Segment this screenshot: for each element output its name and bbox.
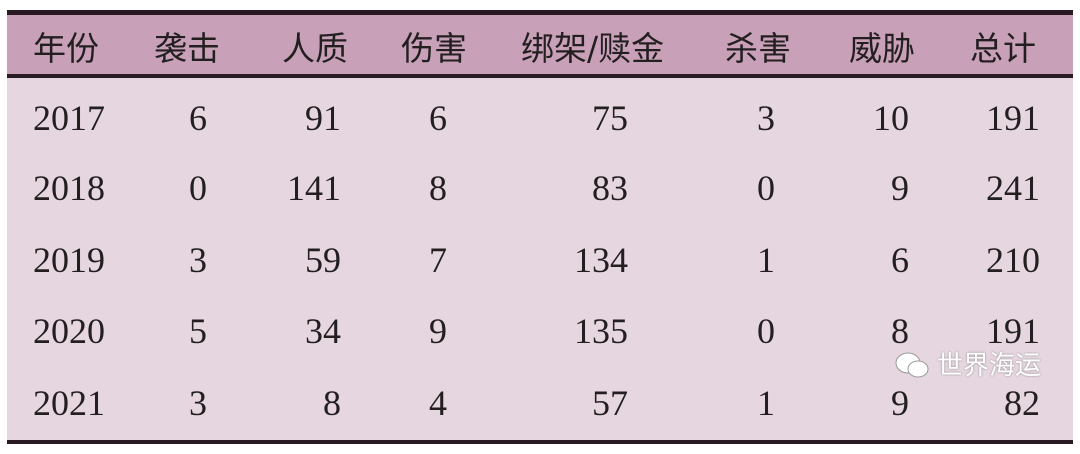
table-cell: 0 [757,168,775,208]
header-total: 总计 [970,29,1036,68]
table-cell: 3 [757,98,775,138]
table-cell: 4 [429,383,447,423]
table-cell: 8 [891,311,909,351]
table-cell: 9 [891,383,909,423]
table-row: 2019 3 59 7 134 1 6 210 [7,240,1073,280]
table-cell: 2021 [33,383,105,423]
table-cell: 5 [189,311,207,351]
header-threat: 威胁 [849,29,915,68]
table-cell: 6 [891,240,909,280]
table-cell: 135 [574,311,628,351]
header-hostage: 人质 [282,29,348,68]
watermark-text: 世界海运 [937,351,1042,381]
table-row: 2017 6 91 6 75 3 10 191 [7,98,1073,138]
table-cell: 1 [757,383,775,423]
table-cell: 83 [592,168,628,208]
table-cell: 2019 [33,240,105,280]
table-cell: 0 [757,311,775,351]
data-table: 年份 袭击 人质 伤害 绑架/赎金 杀害 威胁 总计 2017 6 91 6 75 3 10… [7,10,1073,444]
table-cell: 9 [891,168,909,208]
header-injury: 伤害 [401,29,467,68]
table-cell: 6 [429,98,447,138]
table-cell: 8 [323,383,341,423]
table-cell: 191 [986,98,1040,138]
table-cell: 141 [287,168,341,208]
table-cell: 9 [429,311,447,351]
table-cell: 0 [189,168,207,208]
table-cell: 82 [1004,383,1040,423]
table-cell: 3 [189,240,207,280]
table-row: 2018 0 141 8 83 0 9 241 [7,168,1073,208]
table-cell: 2017 [33,98,105,138]
table-cell: 6 [189,98,207,138]
table-cell: 8 [429,168,447,208]
table-cell: 134 [574,240,628,280]
header-kidnap-ransom: 绑架/赎金 [521,29,665,68]
header-killed: 杀害 [725,29,791,68]
table-row: 2020 5 34 9 135 0 8 191 [7,311,1073,351]
table-cell: 57 [592,383,628,423]
table-cell: 10 [873,98,909,138]
table-header: 年份 袭击 人质 伤害 绑架/赎金 杀害 威胁 总计 [7,10,1073,78]
table-cell: 2018 [33,168,105,208]
table-cell: 34 [305,311,341,351]
table-cell: 1 [757,240,775,280]
table-cell: 191 [986,311,1040,351]
wechat-icon [895,352,929,378]
table-cell: 2020 [33,311,105,351]
header-year: 年份 [33,29,99,68]
header-attack: 袭击 [154,29,220,68]
table-row: 2021 3 8 4 57 1 9 82 [7,383,1073,423]
bottom-rule [7,440,1073,444]
table-cell: 210 [986,240,1040,280]
table-cell: 91 [305,98,341,138]
table-cell: 7 [429,240,447,280]
table-cell: 3 [189,383,207,423]
table-cell: 75 [592,98,628,138]
table-cell: 241 [986,168,1040,208]
table-cell: 59 [305,240,341,280]
